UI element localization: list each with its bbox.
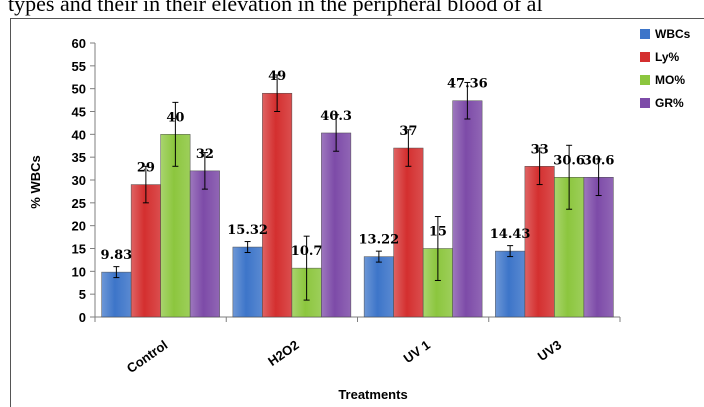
legend-label: MO% — [655, 73, 685, 87]
legend-swatch — [640, 75, 650, 85]
data-label: 47.36 — [447, 77, 488, 92]
bar-ly-pct — [524, 166, 555, 318]
y-axis-label: % WBCs — [28, 155, 43, 208]
legend-label: Ly% — [655, 50, 680, 64]
legend-label: GR% — [655, 96, 684, 110]
y-tick-label: 30 — [72, 173, 86, 188]
legend-swatch — [640, 98, 650, 108]
data-label: 10.7 — [291, 244, 323, 259]
data-label: 14.43 — [490, 227, 531, 242]
x-tick-label: UV 1 — [401, 337, 433, 366]
bar-gr-pct — [583, 177, 614, 318]
y-tick-label: 40 — [72, 127, 86, 142]
y-tick-label: 35 — [72, 150, 86, 165]
chart-frame — [10, 18, 704, 407]
bar-wbcs — [232, 246, 263, 318]
y-tick-label: 50 — [72, 82, 86, 97]
data-label: 13.22 — [359, 233, 400, 248]
bar-ly-pct — [262, 92, 293, 318]
legend-label: WBCs — [655, 27, 691, 41]
y-tick-label: 0 — [79, 310, 86, 325]
x-tick-label: Control — [124, 337, 170, 376]
data-label: 15.32 — [227, 223, 268, 238]
data-label: 29 — [137, 161, 155, 176]
data-label: 32 — [196, 147, 214, 162]
top-caption: types and their in their elevation in th… — [8, 0, 543, 16]
data-label: 40 — [166, 110, 184, 125]
legend: WBCs Ly% MO% GR% — [640, 27, 691, 110]
legend-swatch — [640, 29, 650, 39]
legend-swatch — [640, 52, 650, 62]
data-label: 30.6 — [583, 153, 615, 168]
data-label: 37 — [399, 124, 417, 139]
y-tick-label: 10 — [72, 264, 86, 279]
data-label: 33 — [531, 142, 549, 157]
x-tick-label: H2O2 — [265, 337, 301, 369]
y-tick-label: 5 — [79, 287, 86, 302]
y-tick-label: 15 — [72, 242, 86, 257]
y-tick-label: 45 — [72, 105, 86, 120]
bar-gr-pct — [452, 100, 483, 318]
y-tick-label: 55 — [72, 59, 86, 74]
data-label: 30.6 — [553, 153, 585, 168]
bar-wbcs — [363, 256, 394, 318]
data-label: 40.3 — [320, 109, 352, 124]
data-label: 15 — [429, 225, 447, 240]
y-tick-label: 20 — [72, 219, 86, 234]
data-label: 49 — [268, 69, 286, 84]
data-label: 9.83 — [101, 248, 133, 263]
bars — [101, 74, 614, 318]
bar-wbcs — [495, 250, 526, 318]
y-tick-label: 25 — [72, 196, 86, 211]
bar-ly-pct — [130, 184, 161, 318]
bar-gr-pct — [321, 132, 352, 318]
bar-wbcs — [101, 271, 132, 318]
x-tick-label: UV3 — [535, 337, 564, 364]
bar-gr-pct — [189, 170, 220, 318]
y-tick-label: 60 — [72, 36, 86, 51]
x-axis-label: Treatments — [338, 387, 407, 402]
data-labels: 9.83 29 40 32 15.32 49 10.7 40.3 13.22 37 15 47.36 1… — [101, 69, 615, 263]
